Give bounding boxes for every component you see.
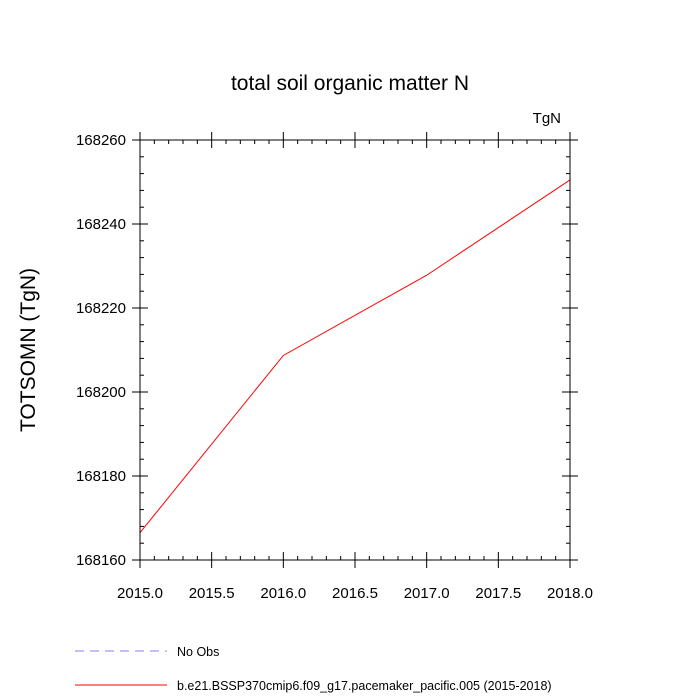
x-tick-label: 2016.0 [260, 585, 306, 602]
y-tick-label: 168220 [76, 300, 126, 317]
units-label: TgN [533, 110, 561, 127]
y-tick-label: 168180 [76, 468, 126, 485]
y-tick-label: 168260 [76, 132, 126, 149]
x-tick-label: 2015.5 [189, 585, 235, 602]
plot-frame [139, 139, 571, 561]
legend-label-model-run: b.e21.BSSP370cmip6.f09_g17.pacemaker_pac… [177, 679, 552, 693]
y-axis-label: TOTSOMN (TgN) [17, 268, 40, 432]
x-tick-label: 2015.0 [117, 585, 163, 602]
legend: No Obs b.e21.BSSP370cmip6.f09_g17.pacema… [75, 645, 552, 693]
x-tick-label: 2017.5 [475, 585, 521, 602]
y-tick-label: 168240 [76, 216, 126, 233]
y-tick-label: 168160 [76, 552, 126, 569]
x-tick-label: 2018.0 [547, 585, 593, 602]
y-tick-label: 168200 [76, 384, 126, 401]
x-tick-label: 2017.0 [404, 585, 450, 602]
x-tick-label: 2016.5 [332, 585, 378, 602]
y-tick-labels: 168160 168180 168200 168220 168240 168260 [76, 132, 126, 569]
chart-title: total soil organic matter N [231, 72, 469, 95]
legend-label-no-obs: No Obs [177, 645, 219, 659]
x-tick-labels: 2015.0 2015.5 2016.0 2016.5 2017.0 2017.5 2018… [117, 585, 593, 602]
data-series [139, 179, 571, 534]
series-line-0 [139, 179, 571, 534]
